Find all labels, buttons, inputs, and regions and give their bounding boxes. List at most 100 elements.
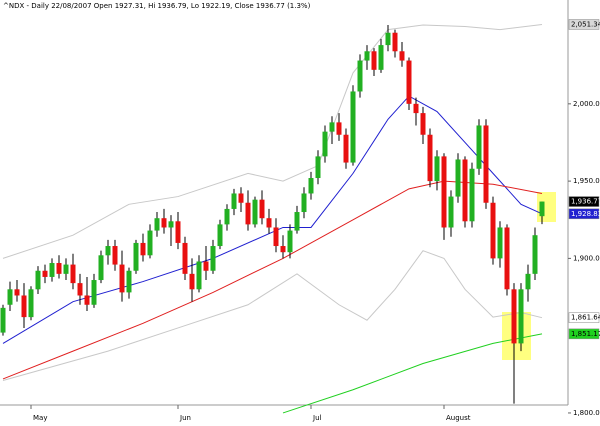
y-tick-label: 1,950.00 <box>573 177 600 185</box>
candle-body <box>140 242 146 256</box>
value-box-label: 1,928.83 <box>571 210 600 218</box>
candle-body <box>224 208 230 225</box>
candle-body <box>161 218 167 228</box>
candle-body <box>490 202 496 259</box>
candle-body <box>210 246 216 271</box>
candle-body <box>301 193 307 213</box>
value-box <box>568 208 600 220</box>
candle-body <box>70 264 76 284</box>
candle-body <box>294 212 300 231</box>
candle-body <box>371 51 377 70</box>
candle-body <box>133 242 139 271</box>
value-box-label: 1,861.64 <box>571 314 600 322</box>
candle-body <box>532 235 538 274</box>
candle-body <box>238 193 244 203</box>
candle-body <box>350 91 356 163</box>
candle-body <box>0 307 6 333</box>
candle-body <box>189 273 195 290</box>
candle-body <box>14 289 20 296</box>
value-box-label: 2,051.34 <box>571 20 600 28</box>
candle-body <box>406 60 412 104</box>
candle-body <box>399 51 405 61</box>
indicator-line <box>282 333 543 414</box>
candle-body <box>448 196 454 228</box>
candle-body <box>420 113 426 135</box>
candle-body <box>504 227 510 290</box>
candle-body <box>343 134 349 163</box>
candle-body <box>287 230 293 253</box>
candle-body <box>469 168 475 222</box>
candle-body <box>322 131 328 157</box>
value-box-label: 1,851.17 <box>571 330 600 338</box>
x-tick-label: August <box>446 414 471 422</box>
candle-body <box>259 199 265 219</box>
candle-body <box>56 263 62 274</box>
candle-body <box>203 261 209 271</box>
candle-body <box>28 289 34 318</box>
candle-body <box>539 201 545 217</box>
value-box <box>568 19 600 30</box>
candle-body <box>252 199 258 225</box>
candle-body <box>42 270 48 277</box>
candle-body <box>455 159 461 197</box>
candle-body <box>231 193 237 209</box>
candle-body <box>273 227 279 247</box>
candle-body <box>119 264 125 293</box>
candle-body <box>217 224 223 247</box>
candle-body <box>476 125 482 169</box>
candle-body <box>147 230 153 256</box>
y-tick-label: 2,000.00 <box>573 100 600 108</box>
candle-body <box>91 280 97 305</box>
candle-body <box>245 202 251 225</box>
y-tick-label: 1,900.00 <box>573 254 600 262</box>
candle-body <box>105 246 111 256</box>
chart-title: ^NDX - Daily 22/08/2007 Open 1927.31, Hi… <box>3 2 311 10</box>
candle-body <box>266 218 272 228</box>
candle-body <box>196 261 202 290</box>
x-tick-label: Jun <box>179 414 191 422</box>
candle-body <box>441 156 447 228</box>
candle-body <box>315 156 321 179</box>
candle-body <box>112 246 118 265</box>
candle-body <box>154 218 160 231</box>
value-box <box>568 196 600 207</box>
indicator-line <box>2 250 543 381</box>
candle-body <box>308 178 314 194</box>
candle-body <box>413 103 419 114</box>
y-tick-label: 1,800.00 <box>573 409 600 417</box>
candle-body <box>280 246 286 253</box>
value-box <box>568 312 600 323</box>
value-box-label: 1,936.77 <box>571 198 600 206</box>
candle-body <box>182 242 188 274</box>
candle-body <box>483 125 489 203</box>
candle-body <box>168 221 174 228</box>
candle-body <box>35 270 41 290</box>
candle-body <box>84 295 90 305</box>
candle-body <box>329 122 335 132</box>
candle-body <box>427 134 433 182</box>
indicator-line <box>2 180 543 380</box>
candle-body <box>364 51 370 61</box>
candle-body <box>21 295 27 318</box>
candle-body <box>126 270 132 293</box>
candle-body <box>392 32 398 52</box>
x-tick-label: May <box>33 414 47 422</box>
candle-body <box>77 283 83 296</box>
candle-body <box>385 32 391 46</box>
candle-body <box>434 156 440 182</box>
candle-body <box>357 60 363 92</box>
indicator-line <box>2 23 543 259</box>
candle-body <box>511 289 517 344</box>
candle-body <box>378 45 384 70</box>
x-tick-label: Jul <box>312 414 322 422</box>
candle-body <box>175 221 181 243</box>
candle-body <box>525 273 531 290</box>
candle-body <box>518 289 524 344</box>
candle-body <box>98 255 104 281</box>
value-box <box>568 328 600 340</box>
indicator-line <box>2 95 543 344</box>
candle-body <box>63 264 69 274</box>
candle-body <box>497 227 503 259</box>
candle-body <box>7 289 13 305</box>
